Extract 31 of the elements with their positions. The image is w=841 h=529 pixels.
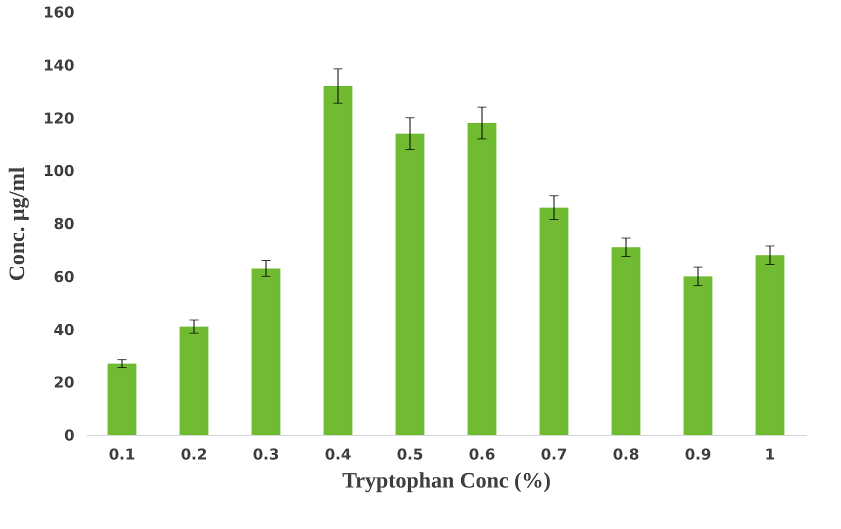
y-tick-label: 100 bbox=[43, 162, 74, 180]
y-tick-label: 0 bbox=[64, 426, 74, 444]
bar bbox=[252, 268, 280, 435]
bar bbox=[468, 123, 496, 435]
bar bbox=[396, 134, 424, 435]
y-tick-label: 40 bbox=[54, 320, 74, 339]
x-tick-label: 0.6 bbox=[468, 446, 496, 464]
bar bbox=[540, 208, 568, 435]
x-tick-label: 0.4 bbox=[324, 446, 352, 464]
y-axis-title: Conc. µg/ml bbox=[4, 166, 30, 282]
y-tick-label: 160 bbox=[43, 4, 74, 22]
x-tick-label: 0.9 bbox=[684, 446, 712, 464]
bar bbox=[180, 326, 208, 435]
bar bbox=[756, 255, 784, 435]
x-tick-label: 0.7 bbox=[540, 446, 568, 464]
bar bbox=[612, 247, 640, 435]
y-tick-label: 140 bbox=[43, 56, 74, 74]
x-tick-label: 0.8 bbox=[612, 446, 640, 464]
bar bbox=[108, 364, 136, 435]
bar bbox=[684, 276, 712, 435]
x-tick-label: 0.1 bbox=[108, 446, 136, 464]
x-tick-label: 1 bbox=[764, 446, 776, 464]
y-tick-label: 80 bbox=[54, 215, 74, 233]
x-axis-title: Tryptophan Conc (%) bbox=[342, 468, 551, 492]
x-tick-label: 0.2 bbox=[180, 446, 208, 464]
bar bbox=[324, 86, 352, 435]
y-tick-label: 20 bbox=[54, 374, 74, 392]
y-tick-label: 60 bbox=[54, 268, 74, 286]
y-tick-label: 120 bbox=[43, 109, 74, 128]
x-tick-label: 0.3 bbox=[252, 446, 280, 464]
x-tick-label: 0.5 bbox=[396, 446, 424, 464]
